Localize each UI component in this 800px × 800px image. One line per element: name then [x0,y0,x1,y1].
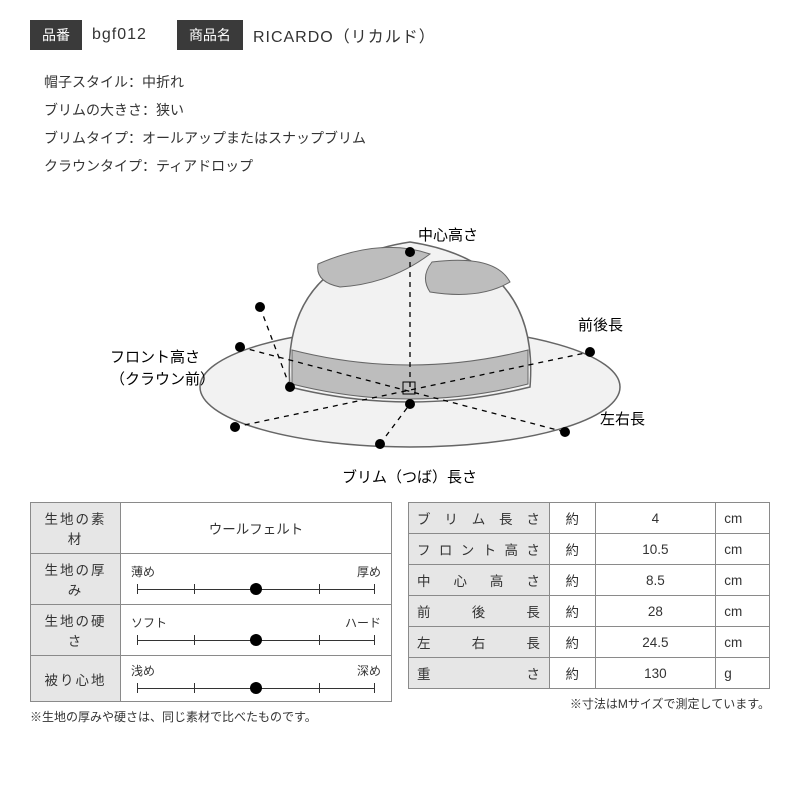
meas-unit: g [716,658,770,689]
slider-min: 浅め [131,662,155,679]
product-header: 品番 bgf012 商品名 RICARDO（リカルド） [30,20,770,50]
mat-label: 被り心地 [31,656,121,702]
specs-block: 帽子スタイル：中折れ ブリムの大きさ：狭い ブリムタイプ：オールアップまたはスナ… [44,68,770,180]
dot [560,427,570,437]
hat-diagram-svg: 中心高さ 前後長 フロント高さ （クラウン前） 左右長 ブリム（つば）長さ [80,192,720,492]
dot [255,302,265,312]
measure-table-wrap: ブリム長さ 約 4 cm フロント高さ 約 10.5 cm 中心高さ 約 8.5… [408,502,770,725]
meas-value: 10.5 [595,534,716,565]
spec-line: ブリムタイプ：オールアップまたはスナップブリム [44,124,770,152]
meas-unit: cm [716,627,770,658]
slider-max: ハード [345,614,381,631]
material-table: 生地の素材 ウールフェルト 生地の厚み 薄め 厚め [30,502,392,702]
table-row: 被り心地 浅め 深め [31,656,392,702]
slider-max: 深め [357,662,381,679]
slider-min: ソフト [131,614,167,631]
slider-cell: 浅め 深め [121,656,392,702]
dot [235,342,245,352]
dot [375,439,385,449]
mat-label: 生地の素材 [31,503,121,554]
meas-label: 前後長 [409,596,550,627]
slider-dot [250,682,262,694]
meas-unit: cm [716,503,770,534]
meas-unit: cm [716,596,770,627]
label-front-height-1: フロント高さ [110,349,200,366]
meas-value: 130 [595,658,716,689]
label-left-right: 左右長 [600,411,645,428]
measure-table: ブリム長さ 約 4 cm フロント高さ 約 10.5 cm 中心高さ 約 8.5… [408,502,770,689]
spec-line: クラウンタイプ：ティアドロップ [44,152,770,180]
meas-approx: 約 [549,565,595,596]
dot [405,399,415,409]
spec-line: ブリムの大きさ：狭い [44,96,770,124]
label-front-height-2: （クラウン前） [110,371,215,388]
slider-track [131,681,381,695]
measure-footnote: ※寸法はMサイズで測定しています。 [408,695,770,712]
mat-label: 生地の硬さ [31,605,121,656]
slider-cell: 薄め 厚め [121,554,392,605]
label-brim-length: ブリム（つば）長さ [342,468,477,486]
code-value: bgf012 [92,26,147,44]
slider-track [131,582,381,596]
meas-approx: 約 [549,658,595,689]
table-row: ブリム長さ 約 4 cm [409,503,770,534]
meas-label: 重さ [409,658,550,689]
slider-track [131,633,381,647]
label-center-height: 中心高さ [418,227,478,244]
name-value: RICARDO（リカルド） [253,23,436,47]
mat-label: 生地の厚み [31,554,121,605]
meas-unit: cm [716,565,770,596]
table-row: 生地の素材 ウールフェルト [31,503,392,554]
slider-dot [250,583,262,595]
meas-value: 4 [595,503,716,534]
material-footnote: ※生地の厚みや硬さは、同じ素材で比べたものです。 [30,708,392,725]
table-row: 重さ 約 130 g [409,658,770,689]
label-front-back: 前後長 [578,317,623,334]
dot [285,382,295,392]
slider-cell: ソフト ハード [121,605,392,656]
slider-dot [250,634,262,646]
dot [230,422,240,432]
meas-label: 中心高さ [409,565,550,596]
material-table-wrap: 生地の素材 ウールフェルト 生地の厚み 薄め 厚め [30,502,392,725]
meas-label: 左右長 [409,627,550,658]
mat-value: ウールフェルト [121,503,392,554]
meas-label: フロント高さ [409,534,550,565]
spec-line: 帽子スタイル：中折れ [44,68,770,96]
slider-min: 薄め [131,563,155,580]
name-label: 商品名 [177,20,243,50]
code-label: 品番 [30,20,82,50]
table-row: 生地の厚み 薄め 厚め [31,554,392,605]
meas-value: 8.5 [595,565,716,596]
meas-value: 24.5 [595,627,716,658]
dot [405,247,415,257]
tables-row: 生地の素材 ウールフェルト 生地の厚み 薄め 厚め [30,502,770,725]
meas-approx: 約 [549,503,595,534]
dot [585,347,595,357]
meas-approx: 約 [549,596,595,627]
table-row: フロント高さ 約 10.5 cm [409,534,770,565]
table-row: 生地の硬さ ソフト ハード [31,605,392,656]
meas-value: 28 [595,596,716,627]
table-row: 前後長 約 28 cm [409,596,770,627]
meas-approx: 約 [549,627,595,658]
meas-unit: cm [716,534,770,565]
table-row: 中心高さ 約 8.5 cm [409,565,770,596]
meas-label: ブリム長さ [409,503,550,534]
slider-max: 厚め [357,563,381,580]
hat-diagram: 中心高さ 前後長 フロント高さ （クラウン前） 左右長 ブリム（つば）長さ [30,192,770,492]
table-row: 左右長 約 24.5 cm [409,627,770,658]
meas-approx: 約 [549,534,595,565]
